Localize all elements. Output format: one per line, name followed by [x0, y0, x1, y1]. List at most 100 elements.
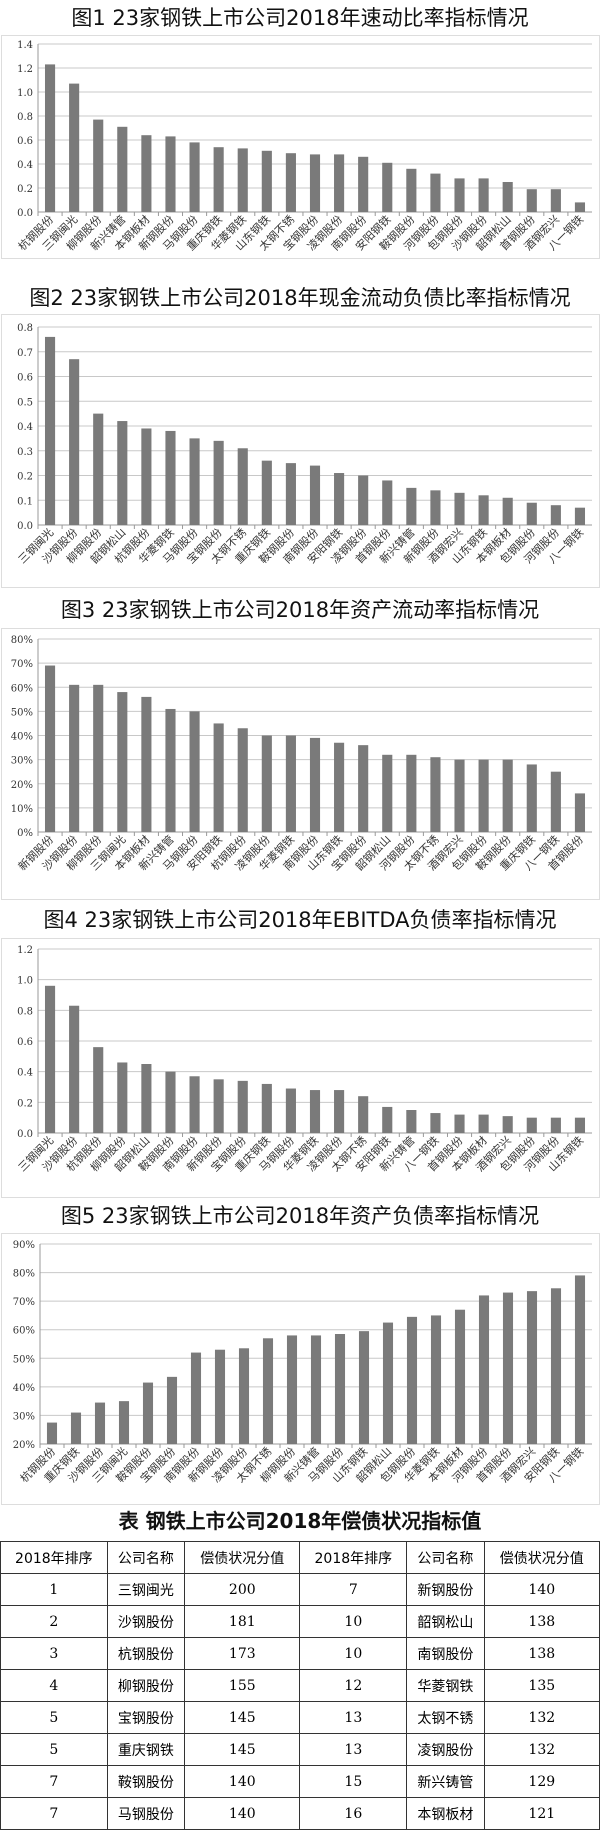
- bar: [262, 1338, 274, 1444]
- bar: [93, 413, 104, 525]
- company-cell: 韶钢松山: [406, 1605, 485, 1638]
- bar: [574, 202, 586, 212]
- company-cell: 太钢不锈: [406, 1701, 485, 1734]
- bar: [382, 1106, 393, 1133]
- bar: [310, 1335, 322, 1444]
- y-tick-label: 1.0: [17, 88, 33, 99]
- rank-cell: 2: [0, 1605, 108, 1638]
- bar: [165, 430, 176, 525]
- bar: [502, 1116, 513, 1133]
- y-tick-label: 1.2: [17, 64, 33, 75]
- bar: [406, 168, 417, 212]
- y-tick-label: 60%: [11, 683, 33, 694]
- bar: [358, 745, 369, 832]
- bar: [285, 735, 296, 832]
- bar: [430, 490, 441, 525]
- bar: [406, 1110, 417, 1133]
- table-row: 3 杭钢股份 173 10 南钢股份 138: [0, 1637, 600, 1670]
- bar: [478, 759, 489, 832]
- bar: [261, 460, 272, 525]
- bar: [502, 497, 513, 525]
- y-tick-label: 30%: [11, 756, 33, 767]
- y-tick-label: 20%: [13, 1440, 35, 1451]
- bar: [69, 1005, 80, 1133]
- bar: [189, 438, 200, 525]
- bar: [454, 178, 465, 212]
- bar: [189, 711, 200, 832]
- company-cell: 新兴铸管: [406, 1765, 485, 1798]
- bar: [454, 759, 465, 832]
- y-tick-label: 0.6: [17, 136, 33, 147]
- bar: [574, 793, 586, 832]
- header-rank: 2018年排序: [299, 1541, 408, 1574]
- rank-cell: 7: [0, 1797, 108, 1830]
- bar: [117, 1062, 128, 1133]
- score-cell: 140: [483, 1573, 600, 1606]
- bar: [261, 735, 272, 832]
- bar: [526, 189, 537, 212]
- y-tick-label: 0.2: [17, 184, 33, 195]
- company-cell: 重庆钢铁: [106, 1733, 186, 1766]
- bar: [44, 336, 56, 525]
- bar: [406, 487, 417, 525]
- y-tick-label: 70%: [13, 1297, 35, 1308]
- company-cell: 宝钢股份: [106, 1701, 186, 1734]
- table-row: 4 柳钢股份 155 12 华菱钢铁 135: [0, 1669, 600, 1702]
- bar: [526, 764, 537, 832]
- bar: [261, 150, 272, 212]
- bar: [93, 119, 104, 212]
- bar: [285, 1088, 296, 1133]
- bar: [502, 1292, 514, 1444]
- header-rank: 2018年排序: [0, 1541, 108, 1574]
- table-row: 7 马钢股份 140 16 本钢板材 121: [0, 1797, 600, 1830]
- bar: [141, 135, 152, 212]
- bar: [69, 359, 80, 525]
- bar: [285, 153, 296, 212]
- y-tick-label: 0.7: [17, 348, 33, 359]
- bar: [117, 126, 128, 212]
- y-tick-label: 0.0: [17, 1129, 33, 1140]
- y-tick-label: 0.8: [17, 1006, 33, 1017]
- company-cell: 本钢板材: [406, 1797, 485, 1830]
- y-tick-label: 0.6: [17, 373, 33, 384]
- bar: [309, 465, 321, 525]
- bar: [93, 1047, 104, 1133]
- rank-cell: 13: [299, 1733, 408, 1766]
- y-tick-label: 60%: [13, 1326, 35, 1337]
- rank-cell: 5: [0, 1733, 108, 1766]
- y-tick-label: 0.4: [17, 160, 33, 171]
- bar: [430, 173, 441, 212]
- bar: [237, 148, 248, 212]
- bar: [526, 1117, 537, 1133]
- y-tick-label: 1.2: [17, 945, 33, 956]
- score-cell: 200: [184, 1573, 301, 1606]
- bar: [334, 742, 345, 832]
- y-tick-label: 0.8: [17, 112, 33, 123]
- bar: [382, 162, 393, 212]
- y-tick-label: 20%: [11, 780, 33, 791]
- bar: [166, 1376, 178, 1444]
- table-row: 2 沙钢股份 181 10 韶钢松山 138: [0, 1605, 600, 1638]
- bar: [334, 473, 345, 525]
- bar: [237, 728, 248, 832]
- bar: [141, 428, 152, 525]
- table-title: 表 钢铁上市公司2018年偿债状况指标值: [118, 1509, 482, 1533]
- rank-cell: 7: [299, 1573, 408, 1606]
- table-row: 1 三钢闽光 200 7 新钢股份 140: [0, 1573, 600, 1606]
- score-cell: 140: [184, 1797, 301, 1830]
- debt-score-table: 2018年排序 公司名称 偿债状况分值 2018年排序 公司名称 偿债状况分值 …: [0, 1541, 600, 1830]
- rank-cell: 13: [299, 1701, 408, 1734]
- rank-cell: 12: [299, 1669, 408, 1702]
- bar: [550, 1288, 562, 1444]
- y-tick-label: 0.6: [17, 1037, 33, 1048]
- y-tick-label: 0.2: [17, 1098, 33, 1109]
- y-tick-label: 0.4: [17, 422, 33, 433]
- bar: [285, 463, 296, 525]
- chart-4-title: 图4 23家钢铁上市公司2018年EBITDA负债率指标情况: [43, 908, 557, 932]
- y-tick-label: 0.8: [17, 323, 33, 334]
- y-tick-label: 30%: [13, 1411, 35, 1422]
- bar: [44, 985, 56, 1133]
- y-tick-label: 0.1: [17, 496, 33, 507]
- bar: [189, 142, 200, 212]
